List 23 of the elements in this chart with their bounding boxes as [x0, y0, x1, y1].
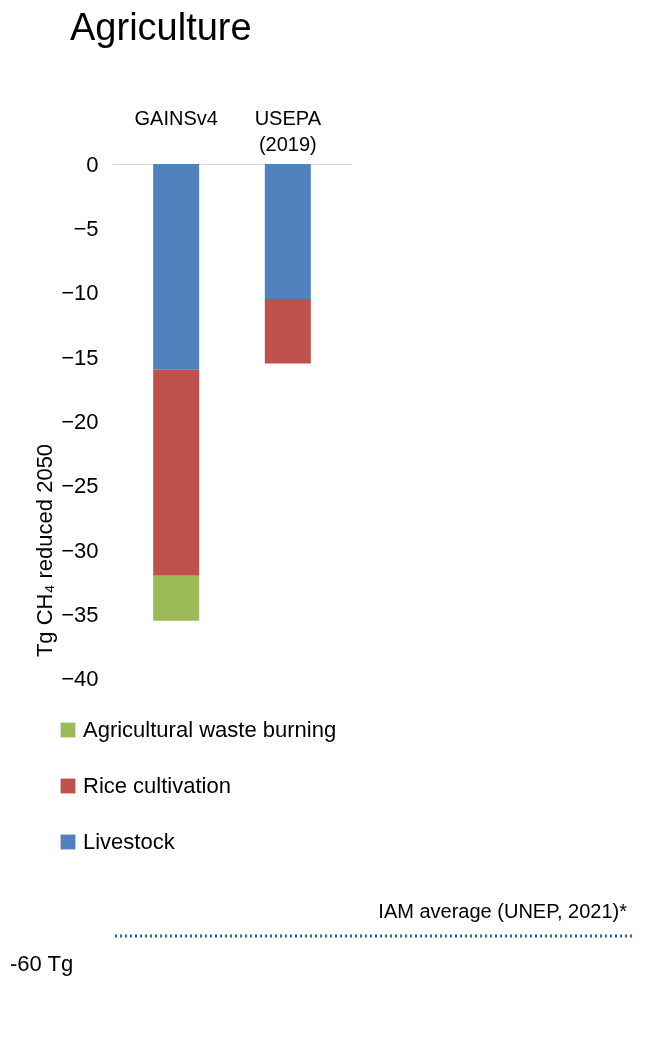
y-tick-label: −40: [61, 666, 99, 692]
legend-label: Livestock: [83, 829, 176, 854]
y-tick-label: −35: [61, 601, 99, 627]
bar: [264, 164, 311, 300]
y-tick-label: −15: [61, 344, 99, 370]
y-tick-label: −20: [61, 408, 99, 434]
x-tick-label: USEPA (2019): [254, 106, 322, 155]
bar: [153, 164, 200, 370]
chart-title: Agriculture: [70, 6, 252, 48]
bar: [153, 575, 200, 621]
legend-label: Rice cultivation: [83, 773, 231, 798]
y-tick-label: −10: [61, 280, 99, 306]
legend-label: Agricultural waste burning: [83, 717, 337, 742]
bar: [153, 369, 200, 576]
annotation: IAM average (UNEP, 2021)*: [378, 900, 628, 922]
y-axis-title: Tg CH₄ reduced 2050: [32, 443, 58, 658]
bar: [264, 299, 311, 364]
y-tick-label: −5: [73, 215, 99, 241]
x-tick-label: GAINSv4: [134, 106, 218, 129]
y-tick-label: 0: [86, 151, 99, 177]
ref-line-label: -60 Tg: [10, 951, 74, 976]
y-tick-label: −30: [61, 537, 99, 563]
y-tick-label: −25: [61, 473, 99, 499]
